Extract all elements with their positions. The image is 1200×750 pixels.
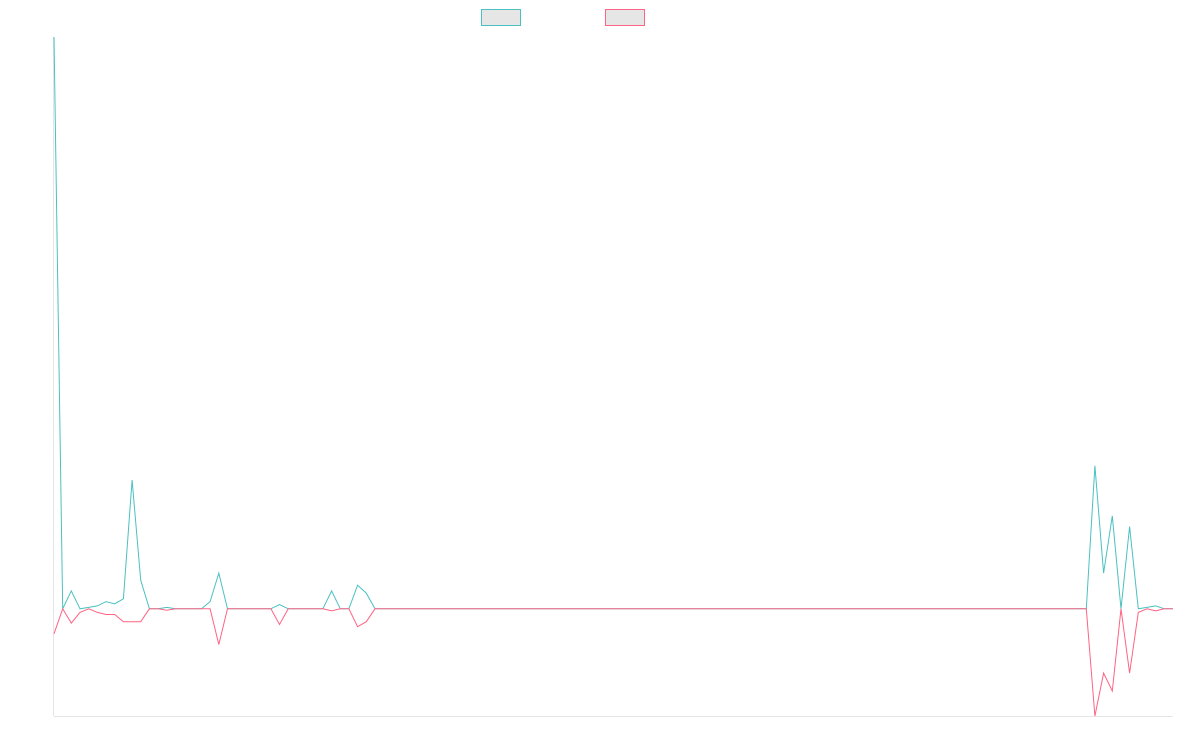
series-layer	[53, 36, 1173, 717]
legend	[481, 9, 645, 26]
legend-swatch-1[interactable]	[481, 9, 521, 26]
series-line-1	[53, 36, 1173, 610]
series-line-2	[53, 607, 1173, 717]
legend-swatch-2[interactable]	[605, 9, 645, 26]
